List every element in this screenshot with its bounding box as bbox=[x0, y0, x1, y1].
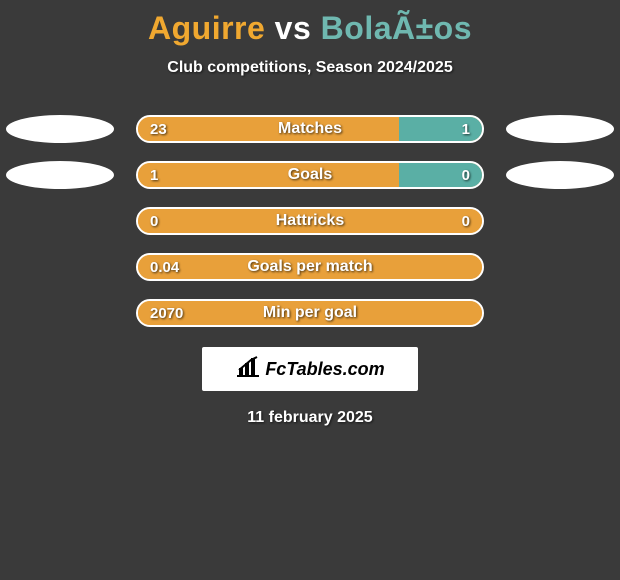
stat-bar-left-segment bbox=[138, 117, 403, 141]
source-logo-text: FcTables.com bbox=[265, 359, 384, 380]
stat-bar: Goals per match0.04 bbox=[136, 253, 484, 281]
stat-bar: Hattricks00 bbox=[136, 207, 484, 235]
stat-row: Matches231 bbox=[0, 115, 620, 143]
stat-bar-left-segment bbox=[138, 163, 403, 187]
bar-chart-icon bbox=[235, 356, 261, 383]
player-left-marker bbox=[6, 161, 114, 189]
stat-bar-left-segment bbox=[138, 209, 484, 233]
stat-bar-left-segment bbox=[138, 255, 484, 279]
stat-bar: Min per goal2070 bbox=[136, 299, 484, 327]
stat-bar-right-segment bbox=[399, 117, 482, 141]
source-logo: FcTables.com bbox=[202, 347, 418, 391]
player-right-name: BolaÃ±os bbox=[321, 10, 472, 46]
comparison-infographic: Aguirre vs BolaÃ±os Club competitions, S… bbox=[0, 0, 620, 580]
title-vs: vs bbox=[275, 10, 312, 46]
stat-row: Hattricks00 bbox=[0, 207, 620, 235]
page-title: Aguirre vs BolaÃ±os bbox=[148, 10, 472, 47]
player-right-marker bbox=[506, 115, 614, 143]
stat-bar-right-segment bbox=[399, 163, 482, 187]
subtitle: Club competitions, Season 2024/2025 bbox=[167, 59, 452, 77]
date-label: 11 february 2025 bbox=[247, 409, 372, 427]
stat-bar: Goals10 bbox=[136, 161, 484, 189]
stat-row: Min per goal2070 bbox=[0, 299, 620, 327]
player-right-marker bbox=[506, 161, 614, 189]
player-left-name: Aguirre bbox=[148, 10, 265, 46]
stat-bar-left-segment bbox=[138, 301, 484, 325]
stat-bar: Matches231 bbox=[136, 115, 484, 143]
stat-rows: Matches231 Goals10 Hattricks00 Goals per ma… bbox=[0, 115, 620, 327]
stat-row: Goals10 bbox=[0, 161, 620, 189]
stat-row: Goals per match0.04 bbox=[0, 253, 620, 281]
player-left-marker bbox=[6, 115, 114, 143]
